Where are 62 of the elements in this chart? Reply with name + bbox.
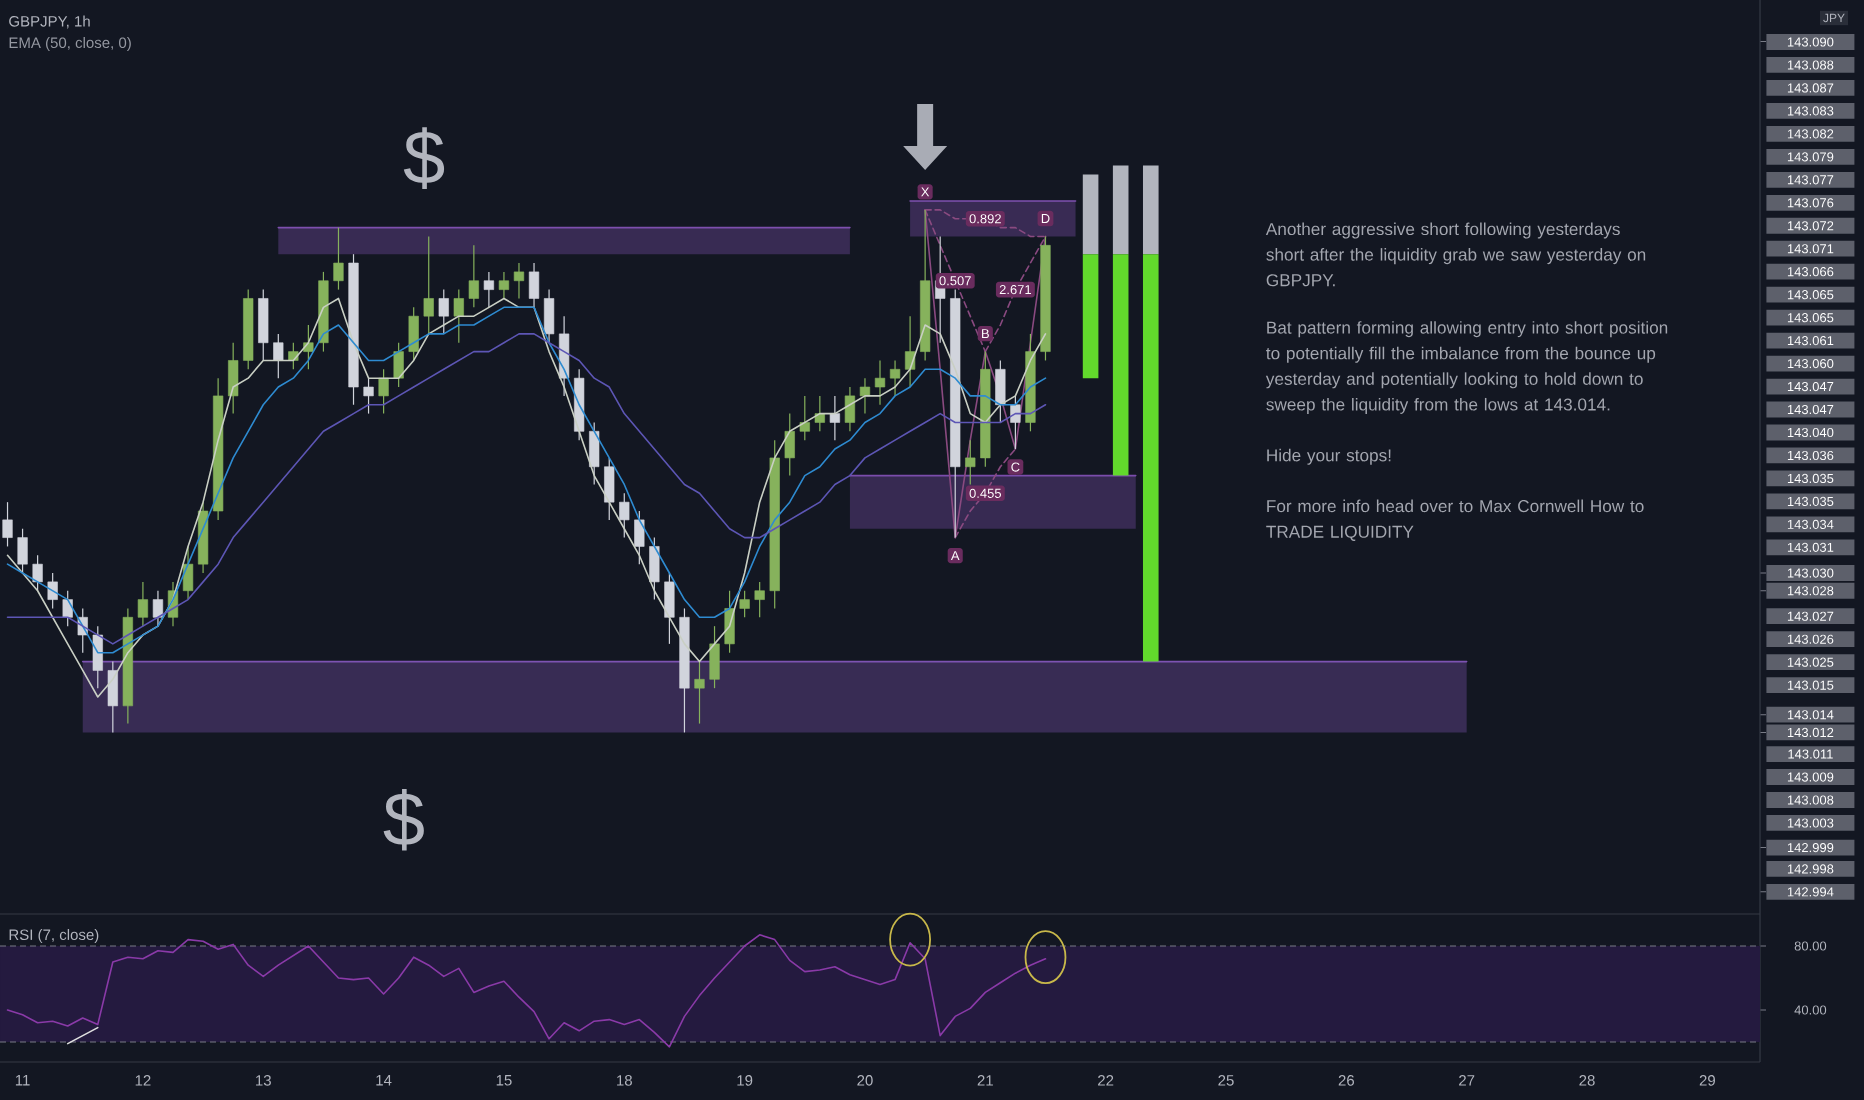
- candlestick: [694, 660, 705, 725]
- candlestick: [423, 235, 434, 335]
- candlestick: [619, 492, 630, 539]
- bar: [1142, 165, 1159, 255]
- candlestick: [814, 395, 825, 432]
- candlestick: [393, 342, 404, 388]
- annotation: For more info head over to Max Cornwell How to TRADE LIQUIDITY: [1266, 499, 1644, 541]
- candlestick: [709, 625, 720, 689]
- candlestick: [904, 315, 916, 388]
- bar: [1082, 174, 1099, 255]
- candlestick: [438, 289, 449, 335]
- candlestick: [965, 439, 976, 486]
- bar: [1112, 254, 1129, 476]
- candlestick: [995, 359, 1006, 424]
- candlestick: [152, 590, 164, 627]
- candlestick: [228, 342, 239, 415]
- candlestick: [859, 377, 871, 415]
- annotation: Another aggressive short following yesterdays short after the liquidity grab we saw yesterday on GBPJPY.: [1265, 222, 1646, 287]
- candlestick: [468, 244, 479, 308]
- bar: [1142, 254, 1159, 662]
- candlestick: [47, 572, 58, 610]
- candlestick: [874, 359, 886, 406]
- candlestick: [483, 271, 495, 308]
- candlestick: [62, 590, 73, 627]
- candlestick: [784, 413, 795, 477]
- candlestick: [844, 386, 856, 432]
- annotation: $: [383, 789, 424, 851]
- candlestick: [754, 581, 765, 618]
- annotation: Hide your stops!: [1267, 448, 1391, 465]
- candlestick: [543, 289, 555, 344]
- candlestick: [498, 271, 510, 300]
- candlestick: [32, 554, 43, 592]
- candlestick: [453, 289, 464, 344]
- candlestick: [799, 395, 810, 441]
- annotation: $: [403, 127, 445, 189]
- candlestick: [137, 581, 149, 627]
- candlestick: [408, 306, 419, 362]
- candlestick: [258, 289, 269, 362]
- candlestick: [107, 660, 118, 734]
- candlestick: [303, 324, 314, 370]
- bar: [1082, 254, 1099, 379]
- candlestick: [1010, 395, 1021, 450]
- candlestick: [17, 528, 28, 574]
- candlestick: [649, 536, 660, 601]
- candlestick: [333, 227, 344, 291]
- candlestick: [182, 545, 194, 601]
- candlestick: [739, 590, 750, 618]
- candlestick: [2, 501, 13, 548]
- candlestick: [92, 625, 103, 689]
- candlestick: [589, 421, 600, 486]
- candlestick: [889, 359, 901, 397]
- candlestick: [829, 395, 840, 441]
- candlestick: [363, 377, 374, 415]
- candlestick: [664, 572, 675, 645]
- candlestick: [604, 457, 615, 521]
- candlestick: [273, 333, 284, 379]
- annotation: Bat pattern forming allowing entry into short position to potentially fill the imbalance from the bounce up yesterday and potentially looking to hold down to sweep the liquidity from the lows at 143.014.: [1265, 321, 1668, 414]
- bar: [1112, 165, 1129, 255]
- candlestick: [378, 368, 389, 415]
- candlestick: [634, 510, 645, 565]
- candlestick: [513, 262, 525, 300]
- candlestick: [528, 262, 540, 308]
